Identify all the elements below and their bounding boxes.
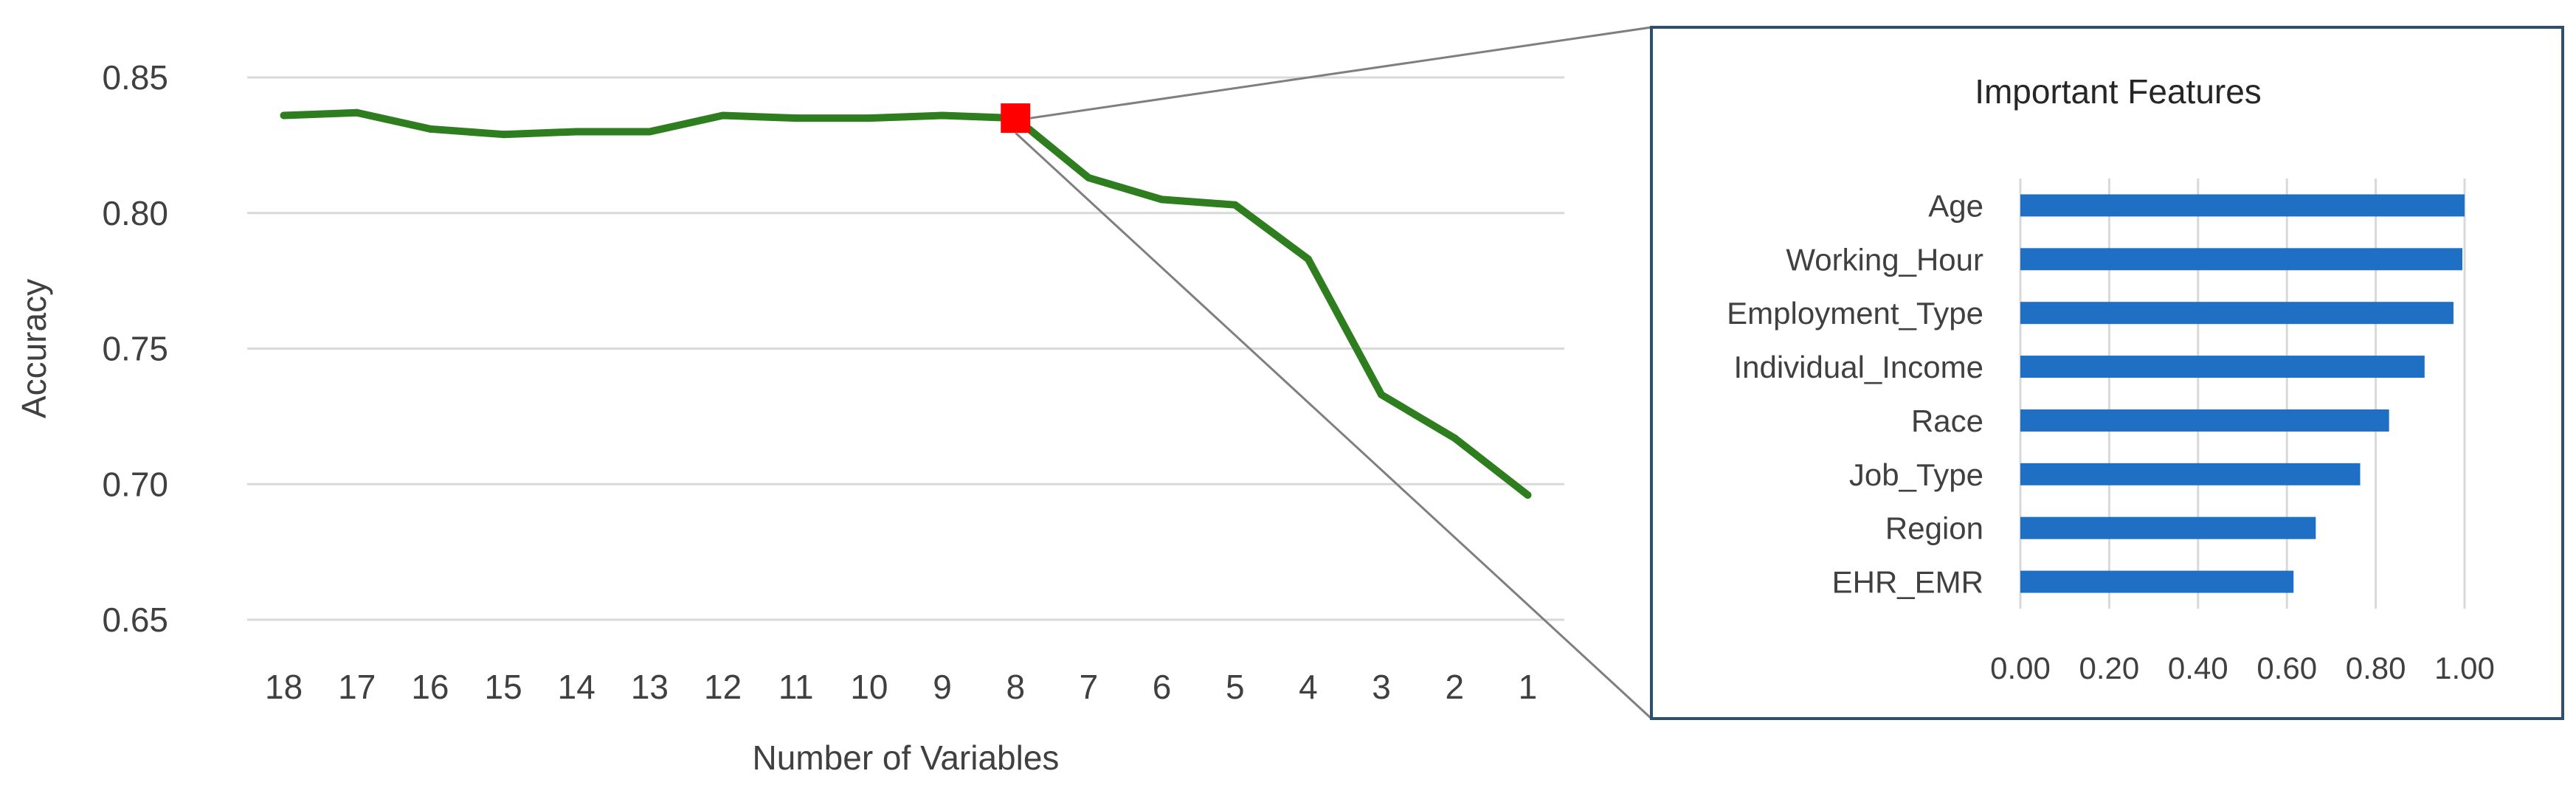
inset-x-tick-label: 0.40: [2168, 651, 2228, 685]
x-tick-label: 7: [1080, 668, 1099, 706]
inset-x-tick-label: 0.80: [2346, 651, 2406, 685]
data-point: [1158, 196, 1166, 204]
x-tick-label: 15: [484, 668, 522, 706]
x-tick-label: 1: [1519, 668, 1538, 706]
x-tick-label: 17: [338, 668, 376, 706]
accuracy-line-chart: 0.650.700.750.800.85 18 17 16 15 14 13 12 11 10 9…: [15, 58, 1564, 777]
x-axis-label: Number of Variables: [753, 739, 1060, 777]
feature-bar: [2020, 463, 2361, 485]
data-point: [939, 111, 947, 120]
data-point: [1378, 390, 1386, 398]
feature-bar: [2020, 570, 2294, 593]
feature-bar: [2020, 516, 2316, 539]
feature-label: Region: [1885, 511, 1983, 546]
x-tick-label: 6: [1153, 668, 1172, 706]
x-tick-label: 11: [778, 668, 814, 706]
x-tick-label: 2: [1445, 668, 1464, 706]
zoom-connector-lines: [1015, 26, 1653, 720]
y-tick-label: 0.65: [102, 601, 168, 639]
feature-bar: [2020, 356, 2425, 378]
x-tick-label: 16: [411, 668, 449, 706]
feature-label: Race: [1911, 404, 1983, 438]
inset-x-tick-label: 1.00: [2434, 651, 2495, 685]
data-point: [646, 128, 654, 136]
y-tick-label: 0.85: [102, 58, 168, 97]
x-tick-label: 3: [1372, 668, 1391, 706]
data-point: [426, 125, 434, 133]
zoom-connector-bottom: [1015, 132, 1653, 720]
data-point: [573, 128, 581, 136]
x-tick-label: 10: [850, 668, 888, 706]
feature-label: Individual_Income: [1733, 350, 1983, 384]
data-point: [719, 111, 727, 120]
feature-label: Age: [1928, 188, 1983, 223]
inset-x-tick-label: 0.00: [1990, 651, 2051, 685]
x-tick-label: 4: [1299, 668, 1318, 706]
data-point: [865, 114, 873, 122]
x-tick-label: 18: [265, 668, 303, 706]
x-tick-label: 12: [704, 668, 742, 706]
important-features-inset: Important Features Age Working_Hour Employ…: [1650, 26, 2564, 720]
inset-x-tick-label: 0.20: [2079, 651, 2140, 685]
feature-bar: [2020, 248, 2462, 271]
x-tick-label: 8: [1006, 668, 1025, 706]
data-point: [280, 111, 288, 120]
data-point: [1524, 491, 1532, 499]
y-tick-label: 0.75: [102, 330, 168, 368]
zoom-connector-top: [1030, 26, 1652, 120]
feature-label: Job_Type: [1849, 457, 1983, 492]
feature-bar: [2020, 409, 2389, 432]
x-tick-label: 13: [631, 668, 669, 706]
inset-title: Important Features: [1975, 72, 2262, 111]
y-tick-label: 0.80: [102, 194, 168, 232]
feature-label: Working_Hour: [1786, 242, 1983, 277]
x-tick-label: 9: [933, 668, 952, 706]
inset-x-tick-label: 0.60: [2256, 651, 2317, 685]
highlight-marker: [1001, 103, 1031, 134]
data-point: [353, 108, 361, 117]
feature-label: Employment_Type: [1727, 296, 1983, 331]
feature-bar: [2020, 194, 2465, 217]
y-tick-label: 0.70: [102, 465, 168, 503]
y-axis-label: Accuracy: [15, 279, 53, 418]
data-point: [1451, 434, 1459, 442]
data-point: [1304, 255, 1312, 263]
data-point: [1231, 201, 1239, 209]
feature-bar: [2020, 302, 2454, 325]
feature-label: EHR_EMR: [1832, 565, 1983, 600]
data-point: [792, 114, 800, 122]
accuracy-series-line: [280, 108, 1532, 499]
x-tick-label: 5: [1226, 668, 1245, 706]
data-point: [1085, 173, 1093, 181]
data-point: [500, 131, 508, 139]
x-tick-label: 14: [558, 668, 595, 706]
